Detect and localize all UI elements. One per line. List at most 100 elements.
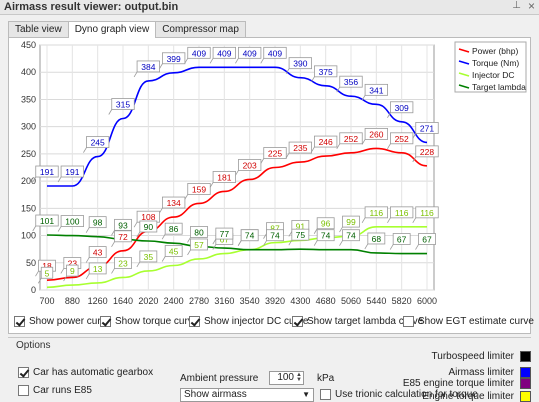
- data-label: 23: [68, 258, 78, 268]
- data-label-pointer: [136, 231, 141, 238]
- data-label-box: [66, 264, 79, 277]
- data-label-pointer: [412, 133, 417, 139]
- data-label-pointer: [83, 147, 87, 153]
- options-label: Options: [16, 340, 51, 351]
- data-label: 18: [42, 261, 52, 271]
- data-label: 74: [346, 231, 356, 241]
- auto-gearbox-checkbox[interactable]: Car has automatic gearbox: [18, 367, 153, 378]
- limiter-swatch: [520, 391, 531, 402]
- data-label-box: [266, 229, 284, 242]
- checkbox-box: [292, 316, 303, 327]
- checkbox-box: [100, 316, 111, 327]
- x-tick-label: 5440: [366, 296, 386, 306]
- x-tick-label: 2020: [138, 296, 158, 306]
- close-icon[interactable]: ×: [527, 0, 535, 13]
- pin-icon[interactable]: ⊥: [512, 0, 521, 11]
- data-label-pointer: [361, 139, 366, 145]
- data-label-box: [111, 98, 135, 110]
- tab-compressor-map[interactable]: Compressor map: [155, 21, 246, 37]
- limiter-label: E85 engine torque limiter: [402, 378, 514, 389]
- x-tick-label: 5060: [341, 296, 361, 306]
- y-tick-label: 300: [21, 122, 36, 132]
- data-label-pointer: [387, 217, 391, 224]
- tab-dyno-graph-view[interactable]: Dyno graph view: [67, 21, 157, 38]
- data-label: 74: [245, 231, 255, 241]
- chart-panel: 0 50 100 150 200 250 300 350 400 450 700 880 1260 164…: [8, 37, 531, 334]
- data-label-pointer: [260, 158, 265, 164]
- data-label: 99: [346, 217, 356, 227]
- data-label: 116: [395, 208, 409, 218]
- airmass-limiter-legend: Airmass limiter: [340, 367, 531, 378]
- data-label: 98: [93, 218, 103, 228]
- show-torque-curve-checkbox[interactable]: Show torque curve: [100, 316, 198, 327]
- data-label: 9: [70, 266, 75, 276]
- data-label-box: [288, 57, 312, 70]
- data-label: 134: [167, 198, 181, 208]
- data-label-pointer: [133, 221, 138, 228]
- data-label-box: [60, 165, 84, 178]
- checkbox-label: Car has automatic gearbox: [33, 367, 154, 378]
- data-label: 67: [422, 235, 432, 245]
- data-label-box: [114, 230, 132, 243]
- data-label: 87: [270, 224, 280, 234]
- legend-swatch: [458, 84, 470, 89]
- data-label-pointer: [387, 143, 391, 150]
- data-label-box: [139, 250, 158, 263]
- data-label-box: [40, 266, 54, 279]
- data-label-box: [367, 232, 386, 245]
- data-label-box: [88, 216, 107, 229]
- show-power-curve-checkbox[interactable]: Show power curve: [14, 316, 111, 327]
- data-label-pointer: [85, 227, 90, 233]
- data-label-box: [139, 220, 158, 233]
- ambient-pressure-label: Ambient pressure: [180, 373, 259, 384]
- y-tick-label: 0: [31, 285, 36, 295]
- spinner-arrows-icon[interactable]: ▲ ▼: [296, 372, 302, 383]
- data-label: 309: [395, 103, 409, 113]
- data-label-pointer: [412, 217, 417, 224]
- limiter-label: Turbospeed limiter: [431, 351, 514, 362]
- data-label-pointer: [111, 241, 115, 248]
- ambient-pressure-input[interactable]: 100 ▲ ▼: [269, 371, 304, 385]
- data-label-pointer: [209, 182, 214, 188]
- y-tick-label: 450: [21, 40, 36, 50]
- data-label: 80: [194, 227, 204, 237]
- data-label-box: [342, 215, 360, 228]
- data-label: 101: [40, 216, 54, 226]
- data-label-pointer: [85, 273, 90, 280]
- data-label-box: [288, 141, 312, 154]
- y-tick-label: 400: [21, 67, 36, 77]
- data-label: 43: [93, 248, 103, 258]
- data-label: 235: [293, 143, 307, 153]
- data-label-pointer: [387, 112, 391, 118]
- data-label-pointer: [285, 68, 290, 74]
- chevron-down-icon: ▼: [302, 390, 310, 399]
- tab-table-view[interactable]: Table view: [8, 21, 69, 37]
- turbospeed-limiter-legend: Turbospeed limiter: [340, 351, 531, 362]
- data-label-pointer: [159, 63, 163, 69]
- show-injector-dc-curve-checkbox[interactable]: Show injector DC curve: [189, 316, 308, 327]
- data-label-pointer: [336, 143, 341, 150]
- data-label: 384: [141, 62, 155, 72]
- display-mode-value: Show airmass: [184, 389, 247, 400]
- series-line-3: [46, 234, 427, 255]
- x-tick-label: 880: [65, 296, 80, 306]
- show-target-lambda-curve-checkbox[interactable]: Show target lambda curve: [292, 316, 423, 327]
- data-label-box: [240, 229, 259, 242]
- data-label-pointer: [32, 176, 37, 183]
- data-label-pointer: [415, 244, 419, 250]
- show-egt-estimate-curve-checkbox[interactable]: Show EGT estimate curve: [403, 316, 534, 327]
- data-label-box: [415, 145, 439, 158]
- dyno-chart: 0 50 100 150 200 250 300 350 400 450 700 880 1260 164…: [21, 40, 527, 306]
- data-label-pointer: [389, 244, 394, 250]
- e85-checkbox[interactable]: Car runs E85: [18, 385, 92, 396]
- window-title: Airmass result viewer: output.bin: [4, 1, 179, 13]
- data-label: 409: [268, 48, 282, 58]
- data-label-pointer: [209, 58, 214, 64]
- data-label: 315: [116, 100, 130, 110]
- data-label-box: [187, 183, 211, 195]
- data-label-box: [212, 46, 236, 59]
- data-label-pointer: [263, 233, 267, 239]
- data-label-box: [162, 52, 186, 65]
- data-label-box: [238, 46, 262, 59]
- data-label: 116: [370, 208, 384, 218]
